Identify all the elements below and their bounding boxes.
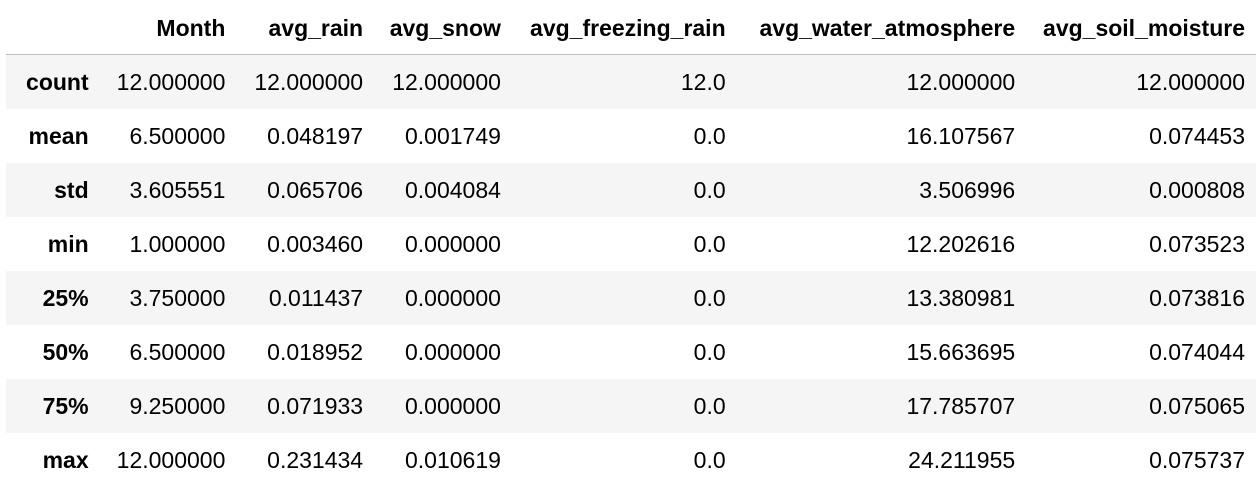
table-cell: 0.073523 bbox=[1026, 217, 1256, 271]
table-row: min 1.000000 0.003460 0.000000 0.0 12.20… bbox=[6, 217, 1256, 271]
table-cell: 0.004084 bbox=[374, 163, 512, 217]
table-cell: 0.0 bbox=[512, 271, 737, 325]
table-cell: 0.0 bbox=[512, 109, 737, 163]
table-row: 25% 3.750000 0.011437 0.000000 0.0 13.38… bbox=[6, 271, 1256, 325]
table-cell: 0.001749 bbox=[374, 109, 512, 163]
table-cell: 0.000000 bbox=[374, 379, 512, 433]
table-header: Month avg_rain avg_snow avg_freezing_rai… bbox=[6, 2, 1256, 55]
table-cell: 9.250000 bbox=[100, 379, 237, 433]
table-cell: 12.000000 bbox=[100, 433, 237, 487]
row-index-label: mean bbox=[6, 109, 100, 163]
row-index-label: 50% bbox=[6, 325, 100, 379]
row-index-label: min bbox=[6, 217, 100, 271]
column-header-index bbox=[6, 2, 100, 55]
table-row: mean 6.500000 0.048197 0.001749 0.0 16.1… bbox=[6, 109, 1256, 163]
table-cell: 1.000000 bbox=[100, 217, 237, 271]
table-cell: 0.074044 bbox=[1026, 325, 1256, 379]
table-cell: 3.750000 bbox=[100, 271, 237, 325]
column-header-avg-freezing-rain: avg_freezing_rain bbox=[512, 2, 737, 55]
table-cell: 0.231434 bbox=[236, 433, 374, 487]
table-cell: 6.500000 bbox=[100, 109, 237, 163]
table-cell: 0.075737 bbox=[1026, 433, 1256, 487]
table-cell: 12.000000 bbox=[236, 55, 374, 110]
header-row: Month avg_rain avg_snow avg_freezing_rai… bbox=[6, 2, 1256, 55]
table-row: 75% 9.250000 0.071933 0.000000 0.0 17.78… bbox=[6, 379, 1256, 433]
column-header-avg-soil-moisture: avg_soil_moisture bbox=[1026, 2, 1256, 55]
column-header-avg-rain: avg_rain bbox=[236, 2, 374, 55]
table-cell: 6.500000 bbox=[100, 325, 237, 379]
table-cell: 0.000808 bbox=[1026, 163, 1256, 217]
row-index-label: count bbox=[6, 55, 100, 110]
table-cell: 0.0 bbox=[512, 325, 737, 379]
table-cell: 0.003460 bbox=[236, 217, 374, 271]
table-cell: 16.107567 bbox=[737, 109, 1027, 163]
table-row: max 12.000000 0.231434 0.010619 0.0 24.2… bbox=[6, 433, 1256, 487]
table-cell: 0.010619 bbox=[374, 433, 512, 487]
table-cell: 0.075065 bbox=[1026, 379, 1256, 433]
column-header-avg-water-atmosphere: avg_water_atmosphere bbox=[737, 2, 1027, 55]
table-cell: 0.0 bbox=[512, 163, 737, 217]
table-cell: 0.011437 bbox=[236, 271, 374, 325]
table-cell: 0.0 bbox=[512, 379, 737, 433]
table-cell: 24.211955 bbox=[737, 433, 1027, 487]
table-cell: 0.074453 bbox=[1026, 109, 1256, 163]
row-index-label: 75% bbox=[6, 379, 100, 433]
column-header-avg-snow: avg_snow bbox=[374, 2, 512, 55]
table-cell: 0.0 bbox=[512, 217, 737, 271]
column-header-month: Month bbox=[100, 2, 237, 55]
table-cell: 12.0 bbox=[512, 55, 737, 110]
table-cell: 12.000000 bbox=[1026, 55, 1256, 110]
table-cell: 0.065706 bbox=[236, 163, 374, 217]
table-cell: 12.202616 bbox=[737, 217, 1027, 271]
table-cell: 0.000000 bbox=[374, 217, 512, 271]
describe-table: Month avg_rain avg_snow avg_freezing_rai… bbox=[6, 2, 1256, 487]
table-cell: 3.506996 bbox=[737, 163, 1027, 217]
row-index-label: max bbox=[6, 433, 100, 487]
table-row: std 3.605551 0.065706 0.004084 0.0 3.506… bbox=[6, 163, 1256, 217]
table-cell: 3.605551 bbox=[100, 163, 237, 217]
table-cell: 0.000000 bbox=[374, 271, 512, 325]
table-cell: 0.048197 bbox=[236, 109, 374, 163]
table-cell: 15.663695 bbox=[737, 325, 1027, 379]
table-cell: 0.0 bbox=[512, 433, 737, 487]
row-index-label: std bbox=[6, 163, 100, 217]
table-body: count 12.000000 12.000000 12.000000 12.0… bbox=[6, 55, 1256, 487]
table-cell: 17.785707 bbox=[737, 379, 1027, 433]
table-cell: 12.000000 bbox=[374, 55, 512, 110]
table-cell: 0.000000 bbox=[374, 325, 512, 379]
table-row: count 12.000000 12.000000 12.000000 12.0… bbox=[6, 55, 1256, 110]
table-cell: 12.000000 bbox=[100, 55, 237, 110]
table-row: 50% 6.500000 0.018952 0.000000 0.0 15.66… bbox=[6, 325, 1256, 379]
row-index-label: 25% bbox=[6, 271, 100, 325]
table-cell: 0.071933 bbox=[236, 379, 374, 433]
table-cell: 0.018952 bbox=[236, 325, 374, 379]
table-cell: 13.380981 bbox=[737, 271, 1027, 325]
table-cell: 0.073816 bbox=[1026, 271, 1256, 325]
table-cell: 12.000000 bbox=[737, 55, 1027, 110]
